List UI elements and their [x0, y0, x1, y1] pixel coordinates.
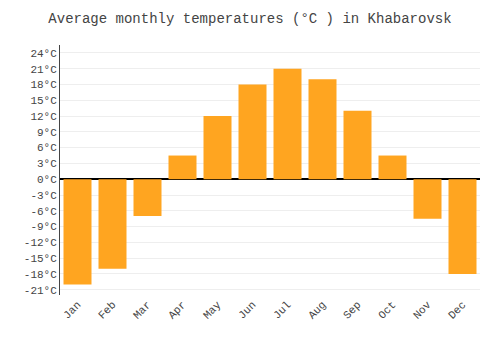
svg-text:21°C: 21°C [30, 64, 57, 76]
svg-text:Jul: Jul [271, 299, 293, 321]
svg-text:Nov: Nov [411, 299, 434, 322]
svg-text:6°C: 6°C [37, 142, 57, 154]
svg-text:0°C: 0°C [37, 174, 57, 186]
svg-text:18°C: 18°C [30, 79, 57, 91]
svg-text:Jan: Jan [61, 299, 83, 321]
svg-text:Sep: Sep [341, 299, 363, 321]
svg-text:-12°C: -12°C [24, 237, 57, 249]
svg-text:Apr: Apr [166, 299, 188, 321]
svg-text:May: May [201, 299, 224, 322]
svg-text:12°C: 12°C [30, 111, 57, 123]
svg-text:Oct: Oct [376, 299, 398, 321]
svg-text:Dec: Dec [446, 299, 468, 321]
svg-text:-15°C: -15°C [24, 253, 57, 265]
svg-text:15°C: 15°C [30, 95, 57, 107]
svg-text:-3°C: -3°C [30, 190, 57, 202]
svg-text:Aug: Aug [306, 299, 328, 321]
svg-text:3°C: 3°C [37, 158, 57, 170]
svg-text:9°C: 9°C [37, 127, 57, 139]
svg-text:Feb: Feb [96, 299, 118, 321]
svg-text:-21°C: -21°C [24, 285, 57, 297]
svg-text:24°C: 24°C [30, 48, 57, 60]
svg-text:Jun: Jun [236, 299, 258, 321]
svg-text:Mar: Mar [131, 299, 153, 321]
svg-text:Average monthly temperatures (: Average monthly temperatures (°C ) in Kh… [48, 11, 451, 27]
svg-text:-9°C: -9°C [30, 221, 57, 233]
svg-text:-18°C: -18°C [24, 269, 57, 281]
svg-text:-6°C: -6°C [30, 206, 57, 218]
